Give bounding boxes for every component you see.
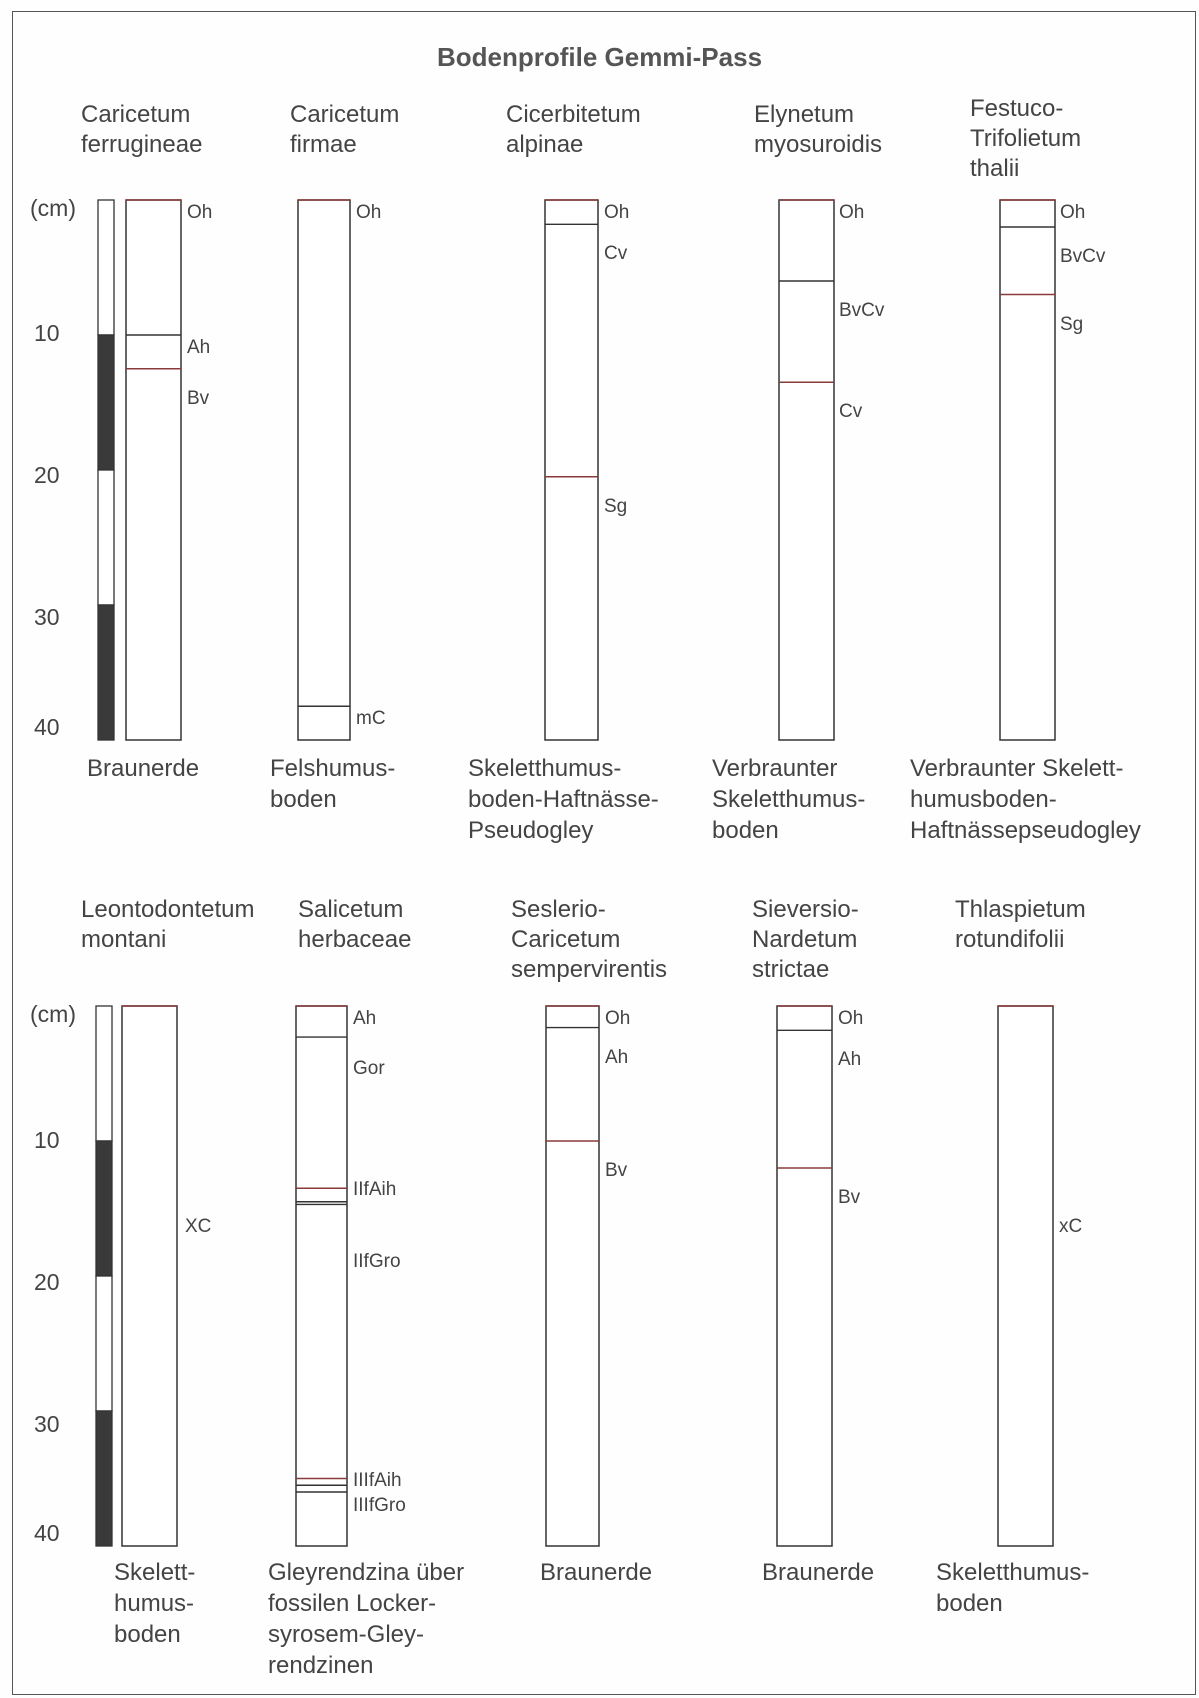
horizon-label: Bv — [605, 1160, 628, 1181]
profile-column — [544, 199, 599, 741]
horizon-label: Oh — [1060, 202, 1086, 223]
horizon-label: Bv — [838, 1187, 861, 1208]
soil-type-label: Braunerde — [762, 1559, 875, 1586]
profile-column — [776, 1005, 833, 1547]
horizon-label: Cv — [839, 401, 863, 423]
horizon-label: Ah — [838, 1049, 862, 1071]
horizon-label: IIfGro — [353, 1250, 401, 1272]
profile-column — [295, 1005, 348, 1547]
scale-tick-label: 30 — [34, 604, 60, 630]
profile-column — [121, 1005, 178, 1547]
horizon-label: BvCv — [1060, 246, 1106, 267]
horizon-label: Oh — [187, 202, 213, 223]
profile-column — [297, 199, 351, 741]
association-name: Sieversio- Nardetum strictae — [752, 896, 859, 983]
soil-type-label: Verbraunter Skeletthumus- boden — [712, 755, 866, 844]
soil-type-label: Verbraunter Skelett- humusboden- Haftnäs… — [910, 755, 1141, 844]
horizon-label: IIIfAih — [353, 1469, 402, 1491]
horizon-label: Oh — [605, 1008, 631, 1029]
association-name: Thlaspietum rotundifolii — [955, 896, 1086, 953]
scale-tick-label: 30 — [34, 1411, 60, 1437]
horizon-label: xC — [1059, 1215, 1083, 1237]
horizon-label: XC — [185, 1215, 212, 1237]
scale-tick-label: 20 — [34, 462, 60, 488]
profile-column — [778, 199, 835, 741]
profile-column — [545, 1005, 600, 1547]
figure-frame — [12, 11, 1196, 1695]
horizon-label: IIIfGro — [353, 1495, 406, 1516]
scale-tick-label: 20 — [34, 1269, 60, 1295]
scale-segment — [97, 334, 115, 471]
horizon-label: Ah — [187, 337, 211, 358]
soil-type-label: Braunerde — [540, 1559, 653, 1586]
horizon-label: Ah — [605, 1046, 629, 1068]
scale-segment — [95, 1005, 113, 1142]
scale-unit: (cm) — [30, 195, 76, 221]
scale-tick-label: 40 — [34, 714, 60, 740]
horizon-label: Sg — [604, 495, 628, 517]
scale-segment — [95, 1410, 113, 1547]
horizon-label: Sg — [1060, 313, 1084, 335]
association-name: Cicerbitetum alpinae — [506, 101, 641, 158]
scale-tick-label: 10 — [34, 1127, 60, 1153]
soil-type-label: Braunerde — [87, 755, 200, 782]
scale-segment — [97, 604, 115, 741]
association-name: Salicetum herbaceae — [298, 896, 412, 953]
profile-column — [999, 199, 1056, 741]
horizon-label: IIfAih — [353, 1179, 397, 1201]
horizon-label: Ah — [353, 1008, 377, 1029]
horizon-label: mC — [356, 708, 386, 730]
association-name: Elynetum myosuroidis — [754, 101, 883, 158]
scale-segment — [97, 199, 115, 336]
soil-type-label: Skelett- humus- boden — [114, 1559, 196, 1648]
scale-segment — [95, 1275, 113, 1412]
association-name: Seslerio- Caricetum sempervirentis — [511, 896, 668, 983]
association-name: Festuco- Trifolietum thalii — [970, 95, 1082, 182]
horizon-label: Oh — [604, 202, 630, 223]
horizon-label: Cv — [604, 243, 628, 265]
scale-tick-label: 10 — [34, 320, 60, 346]
scale-segment — [97, 469, 115, 606]
association-name: Caricetum firmae — [290, 101, 400, 158]
horizon-label: Oh — [838, 1008, 864, 1029]
soil-type-label: Skeletthumus- boden-Haftnässe- Pseudogle… — [468, 755, 659, 844]
scale-segment — [95, 1140, 113, 1277]
profile-column — [125, 199, 182, 741]
profile-column — [997, 1005, 1054, 1547]
horizon-label: Oh — [839, 202, 865, 223]
horizon-label: Gor — [353, 1058, 385, 1080]
association-name: Leontodontetum montani — [81, 896, 255, 953]
scale-unit: (cm) — [30, 1001, 76, 1027]
scale-tick-label: 40 — [34, 1520, 60, 1546]
association-name: Caricetum ferrugineae — [81, 101, 203, 158]
soil-type-label: Felshumus- boden — [270, 755, 396, 813]
soil-type-label: Skeletthumus- boden — [936, 1559, 1090, 1617]
horizon-label: Bv — [187, 387, 210, 409]
soil-type-label: Gleyrendzina über fossilen Locker- syros… — [268, 1559, 465, 1679]
figure-title: Bodenprofile Gemmi-Pass — [436, 42, 763, 72]
horizon-label: Oh — [356, 202, 382, 223]
horizon-label: BvCv — [839, 300, 885, 321]
